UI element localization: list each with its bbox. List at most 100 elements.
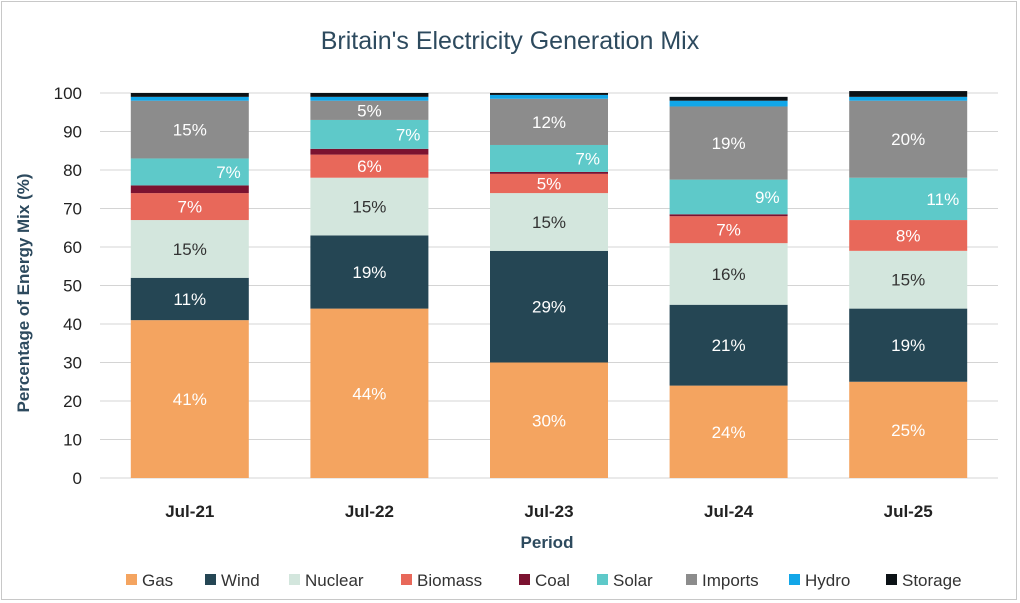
legend-swatch: [886, 574, 897, 585]
x-tick-label: Jul-23: [524, 502, 573, 521]
legend-swatch: [519, 574, 530, 585]
legend-swatch: [789, 574, 800, 585]
data-label: 15%: [891, 271, 925, 290]
legend-item: Coal: [519, 571, 570, 590]
bar-segment: [490, 250, 608, 363]
legend-label: Storage: [902, 571, 962, 590]
legend-item: Wind: [205, 571, 260, 590]
bar-segment: [310, 177, 429, 236]
bar-segment: [490, 144, 608, 172]
legend-swatch: [289, 574, 300, 585]
chart-title: Britain's Electricity Generation Mix: [321, 27, 700, 55]
legend-item: Solar: [597, 571, 653, 590]
bar-segment: [130, 185, 249, 194]
legend-label: Wind: [221, 571, 260, 590]
data-label: 11%: [173, 290, 206, 309]
bar-segment: [490, 94, 608, 99]
bar-segment: [130, 220, 249, 278]
legend-label: Nuclear: [305, 571, 364, 590]
bar-segment: [849, 220, 968, 251]
data-label: 29%: [532, 298, 566, 317]
data-label: 5%: [537, 174, 562, 193]
y-tick-label: 80: [63, 161, 82, 180]
data-label: 21%: [712, 336, 746, 355]
y-tick-label: 0: [73, 469, 82, 488]
bar-segment: [849, 91, 968, 97]
bar-segment: [130, 96, 249, 101]
bar-segment: [310, 154, 429, 178]
y-tick-label: 90: [63, 123, 82, 142]
bar-stack: 24% 21% 16% 7% 9% 19%: [669, 96, 788, 478]
bar-segment: [310, 235, 429, 309]
bars: 41% 11% 15% 7% 7% 15% 44% 19% 15% 6% 7% 5% 30% 29% 15%…: [130, 91, 968, 478]
y-tick-label: 70: [63, 200, 82, 219]
bar-segment: [310, 100, 429, 120]
bar-stack: 25% 19% 15% 8% 11% 20%: [849, 91, 968, 478]
y-tick-label: 60: [63, 238, 82, 257]
y-tick-label: 10: [63, 431, 82, 450]
bar-segment: [310, 119, 429, 149]
legend-label: Solar: [613, 571, 653, 590]
data-label: 7%: [396, 125, 421, 144]
x-tick-label: Jul-24: [704, 502, 754, 521]
data-label: 7%: [178, 198, 203, 217]
bar-segment: [130, 193, 249, 221]
data-label: 8%: [896, 226, 921, 245]
data-label: 7%: [216, 163, 241, 182]
legend-item: Imports: [686, 571, 759, 590]
data-label: 15%: [352, 198, 386, 217]
data-label: 41%: [173, 390, 207, 409]
legend-label: Coal: [535, 571, 570, 590]
data-label: 15%: [532, 213, 566, 232]
bar-segment: [849, 381, 968, 478]
bar-segment: [130, 320, 249, 478]
bar-segment: [669, 100, 788, 107]
bar-stack: 30% 29% 15% 5% 7% 12%: [490, 93, 608, 478]
data-label: 7%: [716, 221, 741, 240]
x-tick-label: Jul-22: [345, 502, 394, 521]
x-tick-label: Jul-21: [165, 502, 214, 521]
bar-segment: [490, 93, 608, 95]
legend-label: Biomass: [417, 571, 482, 590]
bar-segment: [849, 100, 968, 178]
bar-segment: [669, 106, 788, 180]
y-tick-label: 50: [63, 277, 82, 296]
data-label: 24%: [712, 423, 746, 442]
bar-segment: [669, 96, 788, 101]
data-label: 6%: [357, 157, 382, 176]
y-tick-label: 30: [63, 354, 82, 373]
bar-stack: 41% 11% 15% 7% 7% 15%: [130, 93, 249, 478]
legend-swatch: [401, 574, 412, 585]
legend-label: Hydro: [805, 571, 850, 590]
bar-segment: [490, 171, 608, 174]
legend-item: Storage: [886, 571, 962, 590]
bar-segment: [669, 214, 788, 217]
bar-segment: [849, 250, 968, 309]
bar-segment: [490, 193, 608, 251]
legend-swatch: [126, 574, 137, 585]
bar-segment: [310, 308, 429, 478]
bar-segment: [130, 93, 249, 97]
data-label: 44%: [352, 384, 386, 403]
bar-segment: [849, 177, 968, 221]
y-axis-ticks: 0 10 20 30 40 50 60 70 80 90 100: [54, 84, 82, 488]
legend-item: Nuclear: [289, 571, 364, 590]
legend-item: Gas: [126, 571, 173, 590]
legend-item: Hydro: [789, 571, 850, 590]
data-label: 20%: [891, 130, 925, 149]
bar-segment: [490, 98, 608, 145]
bar-segment: [130, 100, 249, 159]
legend-swatch: [686, 574, 697, 585]
bar-segment: [849, 96, 968, 101]
data-label: 19%: [352, 263, 386, 282]
legend: Gas Wind Nuclear Biomass Coal Solar Imports Hyd…: [126, 571, 962, 590]
y-tick-label: 20: [63, 392, 82, 411]
data-label: 30%: [532, 411, 566, 430]
data-label: 15%: [173, 240, 207, 259]
data-label: 25%: [891, 421, 925, 440]
x-axis-ticks: Jul-21 Jul-22 Jul-23 Jul-24 Jul-25: [165, 502, 933, 521]
data-label: 7%: [575, 149, 600, 168]
bar-segment: [669, 304, 788, 386]
bar-segment: [130, 277, 249, 321]
